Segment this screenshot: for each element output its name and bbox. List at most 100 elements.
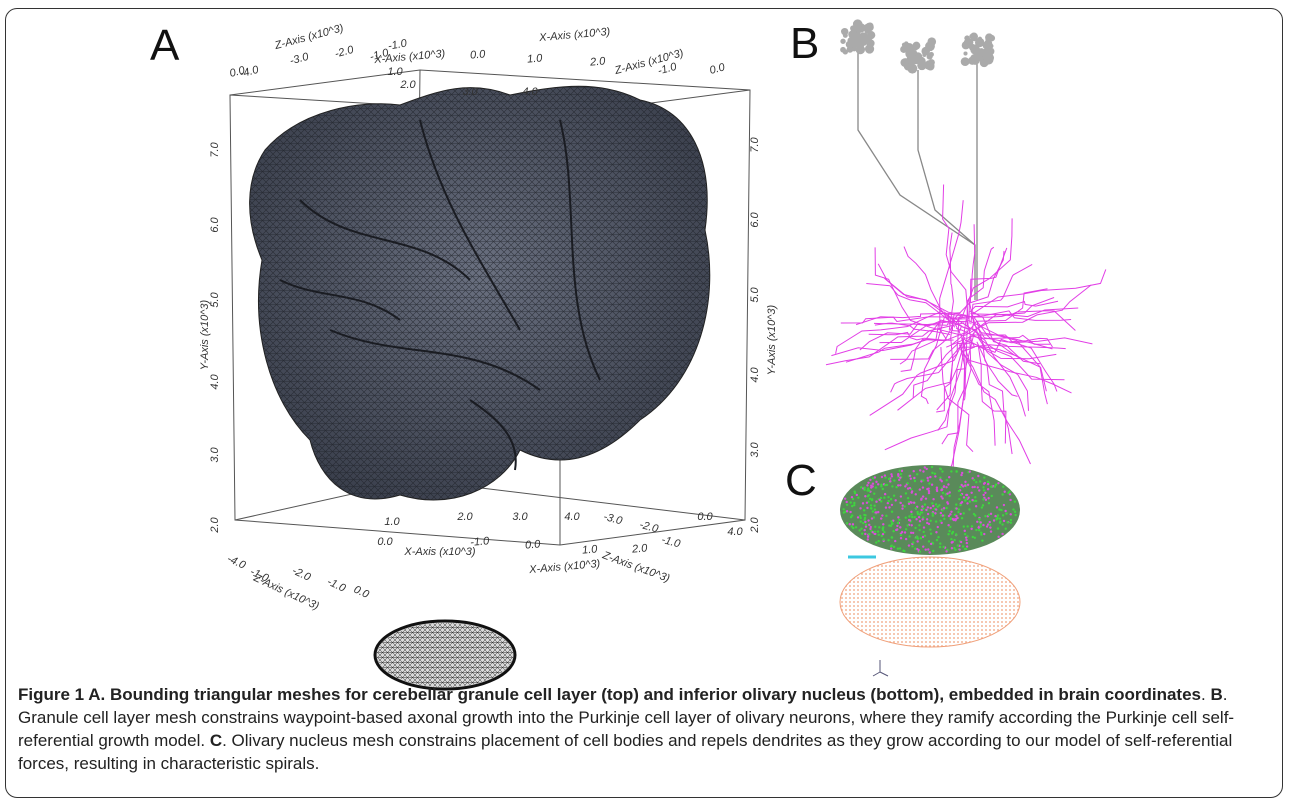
cell: [898, 519, 900, 521]
cell: [902, 549, 904, 551]
cell: [850, 501, 852, 503]
cell: [961, 501, 963, 503]
cell: [913, 470, 915, 472]
cell: [863, 519, 865, 521]
dendrite-blob: [853, 19, 862, 28]
cell: [1005, 512, 1007, 514]
cell: [929, 520, 931, 522]
cell: [993, 519, 995, 521]
cell: [987, 483, 989, 485]
cell: [983, 482, 985, 484]
cell: [932, 505, 934, 507]
axis-label: 5.0: [749, 286, 761, 302]
cell: [981, 506, 983, 508]
panel-label: B: [790, 19, 819, 68]
cell: [873, 505, 875, 507]
cell: [891, 511, 893, 513]
cell: [898, 479, 900, 481]
cell: [918, 524, 920, 526]
cell: [935, 531, 937, 533]
cell: [977, 486, 979, 488]
cell: [997, 536, 999, 538]
cell: [946, 492, 948, 494]
cell: [897, 473, 899, 475]
cell: [947, 483, 949, 485]
cell: [868, 533, 870, 535]
cell: [882, 488, 884, 490]
cell: [925, 548, 927, 550]
cell: [975, 529, 977, 531]
cell: [882, 538, 884, 540]
cell: [881, 476, 883, 478]
cell: [996, 517, 998, 519]
cell: [905, 492, 907, 494]
dendrite-blob: [970, 54, 978, 62]
axis-label: 1.0: [527, 52, 544, 65]
cell: [981, 539, 983, 541]
cell: [871, 499, 873, 501]
cell: [939, 478, 941, 480]
axon: [878, 264, 976, 330]
cell: [914, 547, 916, 549]
cell: [867, 495, 869, 497]
cell: [974, 537, 976, 539]
cell: [869, 479, 871, 481]
axis-label: 7.0: [749, 136, 761, 152]
cell: [910, 478, 912, 480]
cell: [880, 484, 882, 486]
cell: [959, 504, 961, 506]
cell: [846, 522, 848, 524]
cell: [892, 530, 894, 532]
cell: [877, 511, 879, 513]
cell: [948, 530, 950, 532]
cell: [1003, 520, 1005, 522]
cell: [891, 544, 893, 546]
cell: [867, 538, 869, 540]
cell: [994, 515, 996, 517]
cell: [965, 494, 967, 496]
cell: [871, 517, 873, 519]
cell: [903, 505, 905, 507]
cell: [890, 498, 892, 500]
axis-label: 4.0: [564, 511, 580, 523]
cell: [910, 513, 912, 515]
cell: [922, 531, 924, 533]
cell: [958, 508, 960, 510]
cell: [910, 501, 912, 503]
cell: [928, 540, 930, 542]
cell: [915, 507, 917, 509]
cell: [916, 540, 918, 542]
cell: [932, 514, 934, 516]
axis-label: 6.0: [209, 216, 221, 232]
axis-label: -3.0: [602, 511, 624, 528]
cell: [931, 484, 933, 486]
cell: [948, 491, 950, 493]
cell: [929, 507, 931, 509]
cell: [966, 542, 968, 544]
cell: [863, 509, 865, 511]
cell: [936, 539, 938, 541]
cell: [916, 473, 918, 475]
cell: [922, 536, 924, 538]
cell: [880, 517, 882, 519]
dendrite-blob: [843, 49, 848, 54]
cell: [874, 531, 876, 533]
cell: [946, 501, 948, 503]
panel-label: C: [785, 456, 817, 505]
cell: [888, 478, 890, 480]
axonal-arbor: [826, 185, 1106, 501]
cell: [913, 502, 915, 504]
cell: [984, 515, 986, 517]
cell: [864, 495, 866, 497]
cell: [964, 533, 966, 535]
cell: [893, 546, 895, 548]
cell: [882, 523, 884, 525]
cell: [983, 494, 985, 496]
cell: [955, 515, 957, 517]
dendrite-blob: [904, 63, 911, 70]
cell: [1002, 514, 1004, 516]
axis-label: 2.0: [456, 511, 473, 523]
axis-label: 4.0: [209, 373, 221, 389]
cell: [932, 498, 934, 500]
cell: [941, 509, 943, 511]
